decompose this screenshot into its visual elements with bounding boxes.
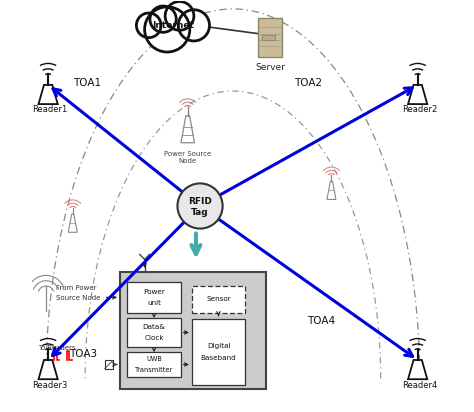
FancyBboxPatch shape [128, 282, 181, 313]
FancyBboxPatch shape [120, 272, 266, 389]
Text: Digital: Digital [207, 343, 230, 349]
Text: From Power: From Power [56, 285, 97, 291]
Circle shape [178, 10, 210, 41]
Text: Source Node: Source Node [56, 295, 100, 302]
FancyBboxPatch shape [262, 35, 275, 40]
Polygon shape [38, 360, 58, 379]
Text: To Readers: To Readers [38, 345, 75, 351]
Circle shape [177, 183, 223, 229]
Text: Sensor: Sensor [206, 296, 231, 302]
Text: Server: Server [255, 63, 285, 73]
Text: Reader4: Reader4 [402, 381, 438, 389]
Circle shape [145, 7, 190, 52]
Circle shape [165, 2, 194, 30]
Text: Power Source
Node: Power Source Node [164, 150, 211, 164]
FancyBboxPatch shape [128, 352, 181, 377]
Polygon shape [38, 85, 58, 104]
Polygon shape [408, 85, 427, 104]
Text: Reader2: Reader2 [402, 105, 438, 115]
Text: TOA3: TOA3 [69, 349, 97, 359]
Polygon shape [408, 360, 427, 379]
FancyBboxPatch shape [105, 360, 113, 369]
FancyBboxPatch shape [128, 318, 181, 347]
Text: TOA2: TOA2 [294, 78, 323, 88]
Text: TOA4: TOA4 [307, 316, 335, 326]
Circle shape [150, 6, 176, 32]
Text: Reader3: Reader3 [33, 381, 68, 389]
Text: Baseband: Baseband [201, 354, 237, 360]
FancyBboxPatch shape [192, 319, 245, 385]
Text: RFID: RFID [188, 197, 212, 206]
Text: unit: unit [147, 300, 161, 306]
Text: Internet: Internet [153, 21, 194, 30]
Text: TOA1: TOA1 [73, 78, 101, 88]
Text: Data&: Data& [143, 324, 165, 330]
Text: Transmitter: Transmitter [135, 367, 173, 373]
Text: Reader1: Reader1 [33, 105, 68, 115]
Text: UWB: UWB [146, 356, 162, 362]
FancyBboxPatch shape [257, 18, 282, 57]
Text: Power: Power [143, 289, 165, 295]
Circle shape [137, 13, 161, 37]
FancyBboxPatch shape [192, 286, 245, 313]
Text: Clock: Clock [144, 335, 164, 341]
Text: Tag: Tag [191, 208, 209, 217]
